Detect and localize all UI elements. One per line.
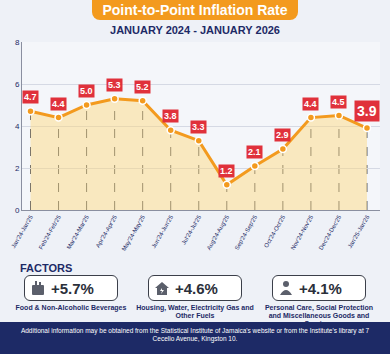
svg-text:Aug'24-Aug'25: Aug'24-Aug'25 [206,214,231,251]
svg-text:2.9: 2.9 [276,130,289,140]
svg-text:4.7: 4.7 [24,92,37,102]
svg-text:Feb'24-Feb'25: Feb'24-Feb'25 [38,214,63,251]
svg-text:4: 4 [15,122,20,131]
svg-text:4.4: 4.4 [304,99,317,109]
html-text:+4.1%: +4.1% [299,279,342,297]
svg-text:5.2: 5.2 [136,82,149,92]
svg-text:Apr'24-Apr'25: Apr'24-Apr'25 [95,214,119,249]
svg-text:May'24-May'25: May'24-May'25 [121,214,147,252]
svg-text:2: 2 [15,164,20,173]
html-text:Personal Care, Social Protecti: Personal Care, Social Protection and Mis… [264,304,374,327]
html-text:FACTORS: FACTORS [20,262,73,274]
svg-text:Jan'25-Jan'26: Jan'25-Jan'26 [347,214,371,250]
svg-text:4.4: 4.4 [52,99,65,109]
svg-text:5.3: 5.3 [108,80,121,90]
svg-text:Dec'24-Dec'25: Dec'24-Dec'25 [318,214,343,251]
svg-text:2.1: 2.1 [248,147,261,157]
html-text:Housing, Water, Electricity Ga: Housing, Water, Electricity Gas and Othe… [136,304,254,319]
svg-text:3.3: 3.3 [192,122,205,132]
svg-text:4.5: 4.5 [332,97,345,107]
svg-text:3.9: 3.9 [357,103,377,119]
svg-text:Jul'24-Jul'25: Jul'24-Jul'25 [181,214,203,246]
svg-text:3.8: 3.8 [164,111,177,121]
html-text:+5.7%: +5.7% [51,279,94,297]
html-text:+4.6%: +4.6% [175,279,218,297]
svg-text:Jun'24-Jun'25: Jun'24-Jun'25 [150,214,174,250]
svg-text:Jan'24-Jan'25: Jan'24-Jan'25 [10,214,34,250]
html-text:Food & Non-Alcoholic Beverages: Food & Non-Alcoholic Beverages [15,304,127,311]
html-text:JANUARY 2024 - JANUARY 2026: JANUARY 2024 - JANUARY 2026 [110,24,280,36]
html-text:Additional information may be: Additional information may be obtained f… [20,327,370,342]
svg-text:Oct'24-Oct'25: Oct'24-Oct'25 [263,214,287,249]
svg-text:8: 8 [15,38,20,47]
svg-text:Nov'24-Nov'25: Nov'24-Nov'25 [290,214,315,251]
svg-text:5.0: 5.0 [80,86,93,96]
svg-text:Sep'24-Sep'25: Sep'24-Sep'25 [234,214,259,251]
svg-text:Mar'24-Mar'25: Mar'24-Mar'25 [66,214,91,251]
html-text:Point-to-Point Inflation Rate: Point-to-Point Inflation Rate [102,2,288,18]
svg-text:1.2: 1.2 [220,166,233,176]
svg-text:6: 6 [15,80,20,89]
svg-text:0: 0 [15,206,20,215]
